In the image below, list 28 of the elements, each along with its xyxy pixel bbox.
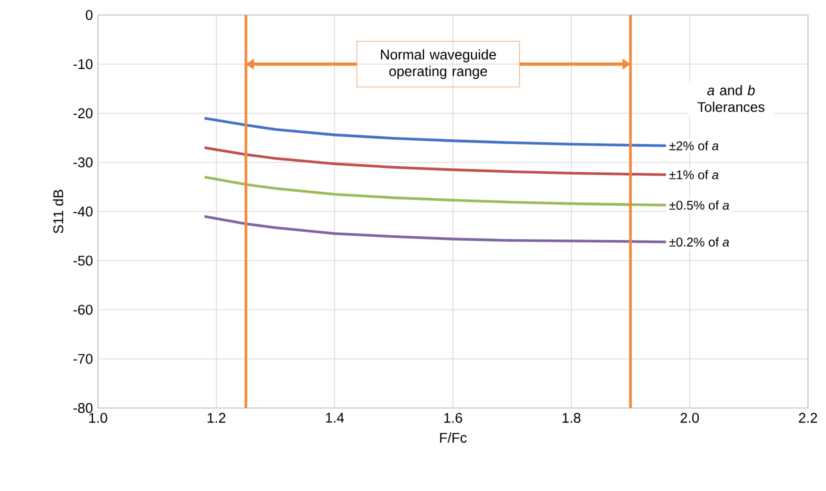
legend-title: a and b Tolerances <box>698 85 764 112</box>
annotation: Normal waveguide operating range <box>381 49 496 79</box>
line-series <box>203 215 668 244</box>
y-tick-label: -50 <box>73 256 93 266</box>
y-tick-label: -30 <box>73 157 93 168</box>
series-label: ±1% of a <box>669 170 718 180</box>
x-tick-label: 2.2 <box>798 412 818 423</box>
x-axis-title: F/Fc <box>440 432 467 443</box>
series-label: ±2% of a <box>669 141 718 150</box>
x-tick-label: 1.0 <box>89 412 108 423</box>
line-series <box>203 146 668 176</box>
y-tick-label: 0 <box>86 10 93 20</box>
x-tick-label: 2.0 <box>680 412 699 423</box>
line-series <box>203 176 668 206</box>
y-tick-label: -60 <box>73 304 93 315</box>
y-tick-label: -40 <box>73 206 93 216</box>
y-tick-label: -80 <box>73 403 93 413</box>
x-tick-label: 1.2 <box>208 412 226 423</box>
y-tick-label: -10 <box>73 59 93 70</box>
y-tick-label: -70 <box>73 354 93 364</box>
x-tick-label: 1.4 <box>326 412 344 423</box>
x-tick-label: 1.8 <box>562 412 580 423</box>
series-label: ±0.5% of a <box>669 200 729 210</box>
x-tick-label: 1.6 <box>444 412 462 423</box>
line-series <box>203 116 668 148</box>
series-label: ±0.2% of a <box>669 237 729 247</box>
y-tick-label: -20 <box>73 108 93 118</box>
y-axis-title: S11 dB <box>52 190 64 234</box>
